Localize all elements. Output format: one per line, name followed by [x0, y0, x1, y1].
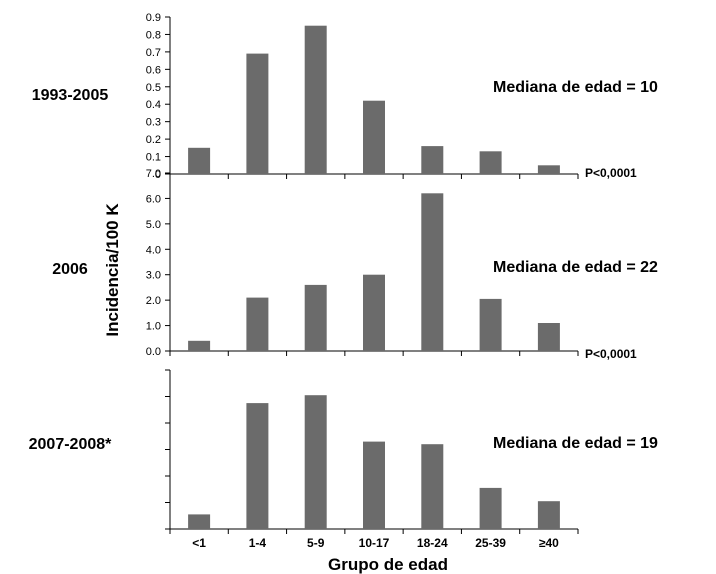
- y-tick-label: 3.0: [146, 270, 161, 282]
- period-label: 2007-2008*: [29, 436, 113, 453]
- y-tick-label: 0.1: [146, 152, 161, 164]
- x-axis-title: Grupo de edad: [328, 555, 448, 574]
- y-tick-label: 0.9: [146, 12, 161, 24]
- bar-≥40: [537, 323, 560, 351]
- y-tick-label: 0.8: [146, 29, 161, 41]
- bar-5-9: [304, 25, 327, 175]
- y-tick-label: 2.0: [146, 295, 161, 307]
- y-tick-label: 4.0: [146, 244, 161, 256]
- bar-<1: [188, 147, 211, 174]
- p-value-label: P<0,0001: [585, 166, 637, 180]
- period-label: 1993-2005: [32, 87, 109, 104]
- bar-18-24: [421, 444, 444, 529]
- bar-10-17: [363, 441, 385, 529]
- category-label: ≥40: [539, 536, 559, 550]
- chart-panels: 0 0.1 0.2 0.3 0.4 0.5 0.6 0.7 0.8 0.9 1993-2005 Med…: [29, 12, 658, 550]
- y-tick-label: 0.6: [146, 64, 161, 76]
- median-age-label: Mediana de edad = 19: [493, 435, 658, 452]
- y-tick-label: 0.0: [146, 346, 161, 358]
- y-tick-label: 0.2: [146, 134, 161, 146]
- bar-25-39: [479, 487, 502, 529]
- y-tick-label: 5.0: [146, 219, 161, 231]
- y-tick-label: 0: [155, 169, 161, 181]
- period-label: 2006: [52, 261, 88, 278]
- panel-3: 2007-2008* Mediana de edad = 19: [29, 369, 658, 534]
- y-tick-label: 0.7: [146, 47, 161, 59]
- bar-25-39: [479, 151, 502, 174]
- y-tick-label: 7.0: [146, 168, 161, 180]
- median-age-label: Mediana de edad = 22: [493, 259, 658, 276]
- bar-10-17: [363, 274, 385, 351]
- bar-1-4: [246, 53, 269, 174]
- panel-1: 0 0.1 0.2 0.3 0.4 0.5 0.6 0.7 0.8 0.9 1993-2005 Med…: [32, 12, 658, 181]
- panel-2: 0.0 1.0 2.0 3.0 4.0 5.0 6.0 7.0 2006 Mediana de e…: [52, 168, 658, 361]
- category-label: 5-9: [307, 536, 325, 550]
- bar-5-9: [304, 284, 327, 351]
- bar-18-24: [421, 193, 444, 351]
- bar-≥40: [537, 501, 560, 529]
- category-label: 10-17: [359, 536, 390, 550]
- bar-1-4: [246, 297, 269, 351]
- y-tick-label: 6.0: [146, 193, 161, 205]
- bar-1-4: [246, 403, 269, 529]
- bar-10-17: [363, 100, 385, 174]
- y-tick-label: 0.4: [146, 99, 161, 111]
- y-axis-title: Incidencia/100 K: [103, 203, 122, 337]
- bar-25-39: [479, 298, 502, 351]
- category-label: <1: [192, 536, 206, 550]
- bar-<1: [188, 514, 211, 529]
- y-tick-label: 0.3: [146, 117, 161, 129]
- y-tick-label: 0.5: [146, 82, 161, 94]
- bar-<1: [188, 340, 211, 351]
- p-value-label: P<0,0001: [585, 347, 637, 361]
- category-label: 25-39: [475, 536, 506, 550]
- median-age-label: Mediana de edad = 10: [493, 79, 658, 96]
- category-label: 1-4: [249, 536, 267, 550]
- category-label: 18-24: [417, 536, 448, 550]
- bar-≥40: [537, 165, 560, 174]
- bar-5-9: [304, 395, 327, 529]
- bar-18-24: [421, 146, 444, 174]
- y-tick-label: 1.0: [146, 321, 161, 333]
